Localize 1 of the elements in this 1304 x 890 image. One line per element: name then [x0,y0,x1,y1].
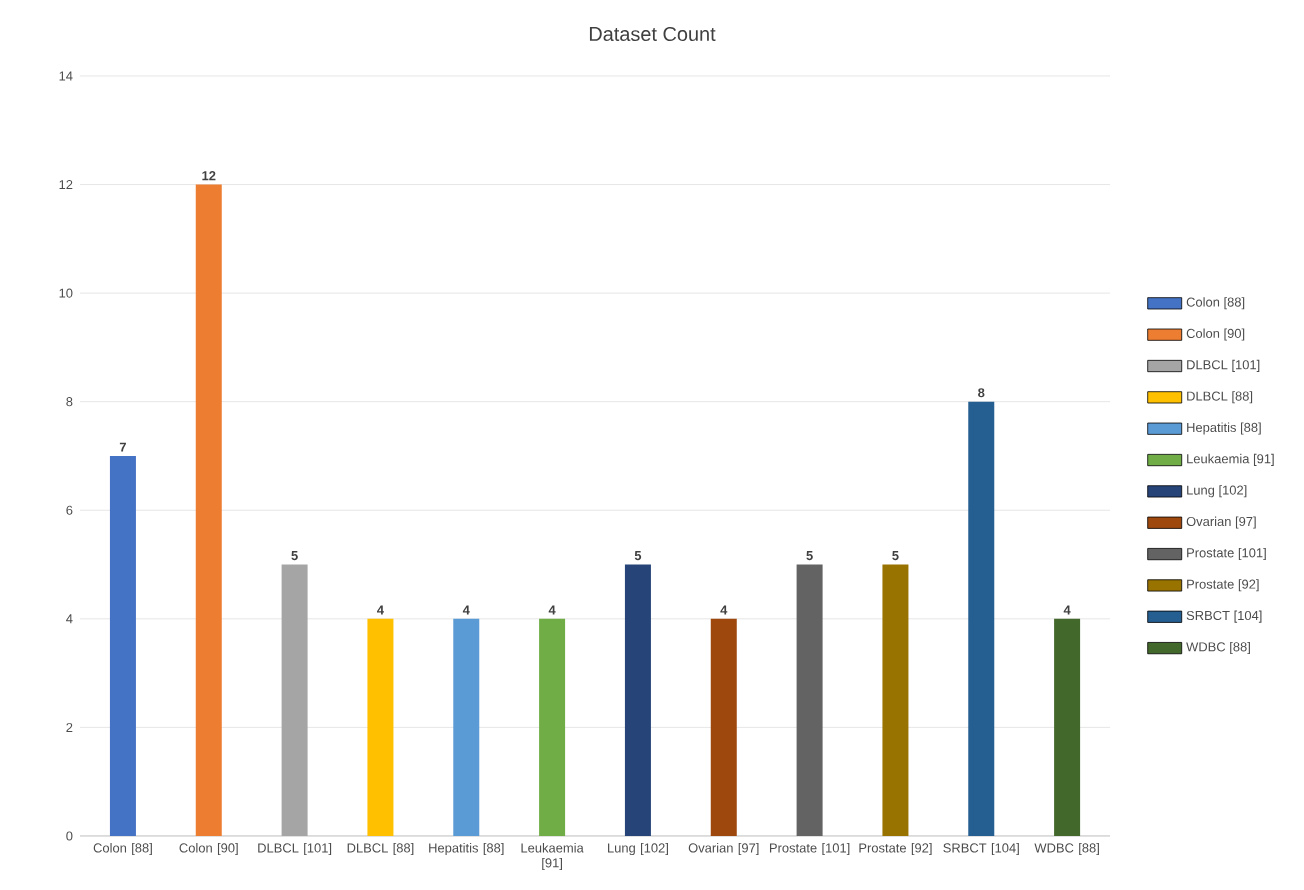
chart-title: Dataset Count [589,26,716,42]
